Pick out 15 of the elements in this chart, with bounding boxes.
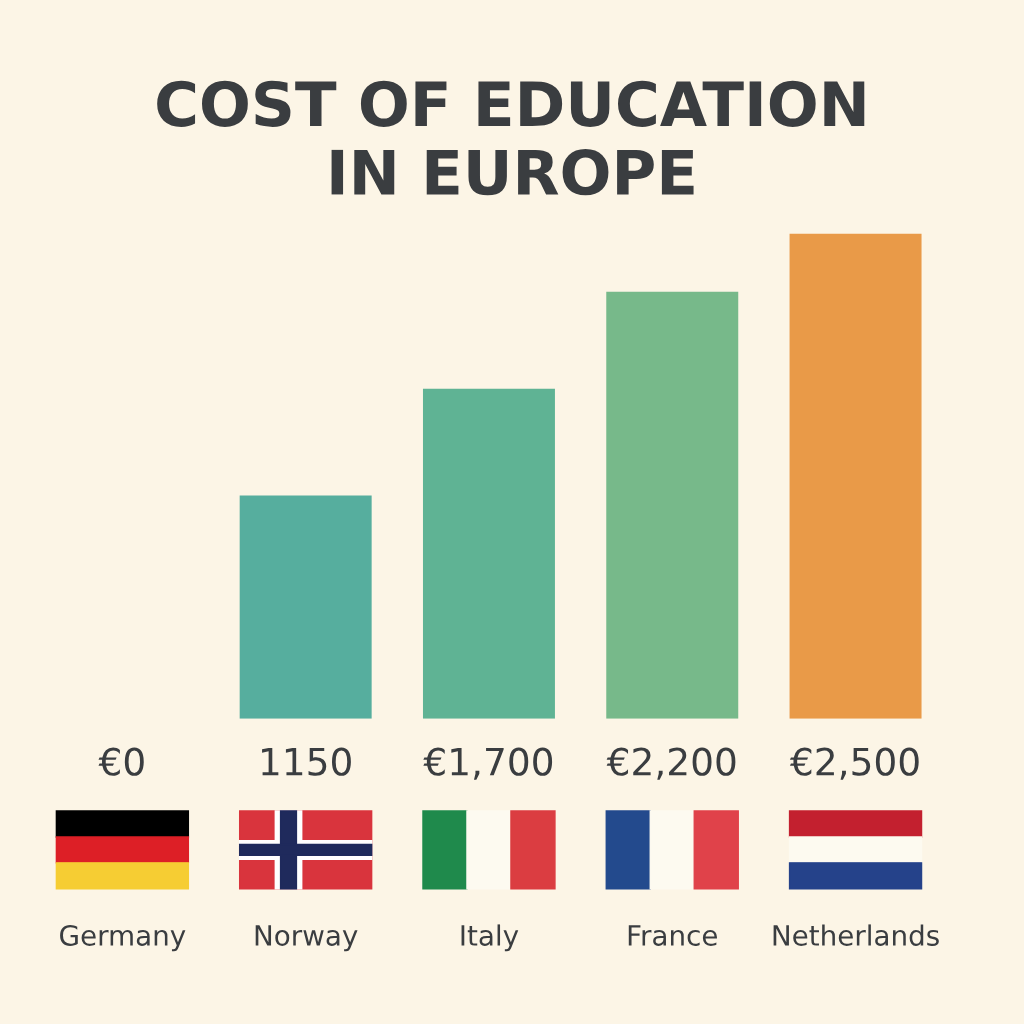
- data-label: 1150: [262, 747, 351, 776]
- x-tick-label: Germany: [60, 924, 186, 952]
- data-label: €0: [98, 747, 144, 776]
- x-tick-label: France: [628, 925, 717, 946]
- bar: [239, 495, 372, 719]
- x-tick-label: Netherlands: [773, 924, 939, 946]
- x-tick-label: Norway: [255, 925, 358, 952]
- data-label: €1,700: [423, 747, 553, 780]
- bar: [606, 291, 739, 719]
- x-tick-label: Italy: [461, 924, 519, 952]
- bar: [789, 233, 922, 719]
- bar: [422, 388, 555, 719]
- data-label: €2,500: [789, 747, 919, 780]
- data-label: €2,200: [606, 747, 736, 780]
- chart-title: COST OF EDUCATION IN EUROPE: [157, 80, 865, 196]
